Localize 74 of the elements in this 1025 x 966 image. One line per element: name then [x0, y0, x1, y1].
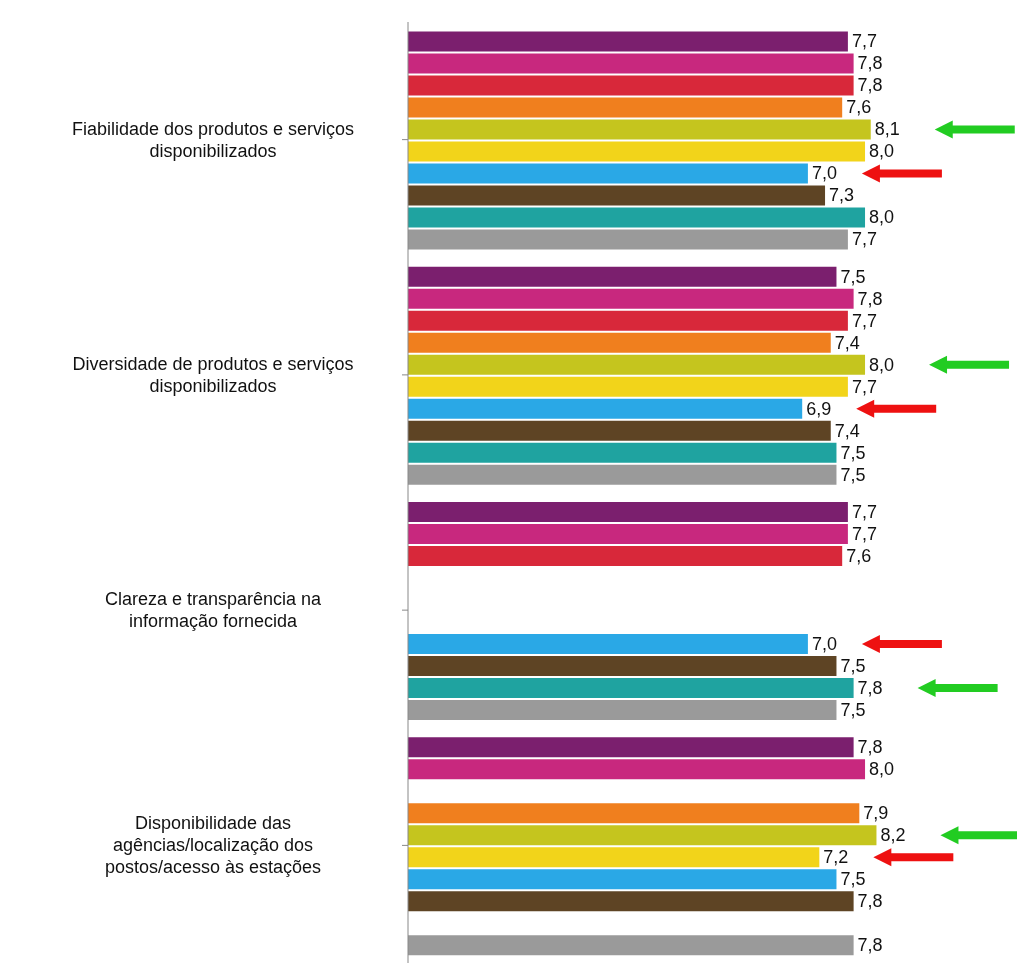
data-label: 7,7	[851, 376, 877, 397]
bar	[408, 825, 877, 846]
data-label: 7,8	[857, 891, 883, 912]
bar	[408, 464, 837, 485]
data-label: 7,5	[840, 464, 866, 485]
data-label: 7,7	[851, 31, 877, 52]
data-label: 7,5	[840, 869, 866, 890]
bar	[408, 53, 854, 74]
y-tick-label: Diversidade de produtos e serviços disponibilizados	[72, 353, 354, 396]
data-label: 7,0	[811, 633, 837, 654]
y-tick-label: Disponibilidade das agências/localização dos postos/acesso às estações	[104, 813, 322, 878]
data-label: 7,2	[823, 847, 849, 868]
bar	[408, 75, 854, 96]
bar	[408, 288, 854, 309]
data-label: 7,8	[857, 737, 883, 758]
data-label: 7,5	[840, 699, 866, 720]
bar	[408, 376, 848, 397]
data-label: 7,7	[851, 523, 877, 544]
bar	[408, 185, 826, 206]
data-label: 7,4	[834, 420, 860, 441]
bar	[408, 266, 837, 287]
bar	[408, 332, 831, 353]
data-label: 6,9	[806, 398, 832, 419]
bar	[408, 229, 848, 250]
bar	[408, 31, 848, 52]
bar	[408, 869, 837, 890]
bar	[408, 398, 803, 419]
bar	[408, 442, 837, 463]
data-label: 8,0	[869, 141, 895, 162]
data-label: 7,6	[846, 97, 872, 118]
bar	[408, 803, 860, 824]
bar	[408, 891, 854, 912]
bar	[408, 207, 866, 228]
data-label: 8,0	[869, 207, 895, 228]
bar	[408, 141, 866, 162]
data-label: 7,5	[840, 442, 866, 463]
bar	[408, 119, 871, 140]
bar	[408, 354, 866, 375]
data-label: 7,4	[834, 332, 860, 353]
bar	[408, 310, 848, 331]
bar	[408, 163, 808, 184]
data-label: 7,8	[857, 677, 883, 698]
data-label: 7,8	[857, 75, 883, 96]
bar	[408, 97, 843, 118]
data-label: 8,0	[869, 759, 895, 780]
bar	[408, 759, 866, 780]
y-tick-label: Clareza e transparência na informação fornecida	[104, 589, 323, 632]
data-label: 8,1	[874, 119, 900, 140]
data-label: 7,3	[829, 185, 855, 206]
data-label: 7,5	[840, 266, 866, 287]
bar	[408, 677, 854, 698]
data-label: 7,0	[811, 163, 837, 184]
data-label: 7,7	[851, 501, 877, 522]
data-label: 7,8	[857, 53, 883, 74]
data-label: 7,5	[840, 655, 866, 676]
data-label: 7,8	[857, 288, 883, 309]
bar	[408, 935, 854, 956]
data-label: 7,7	[851, 310, 877, 331]
data-label: 7,6	[846, 545, 872, 566]
bar	[408, 523, 848, 544]
data-label: 7,7	[851, 229, 877, 250]
bar	[408, 847, 820, 868]
y-tick-label: Fiabilidade dos produtos e serviços disponibilizados	[71, 118, 355, 161]
data-label: 7,8	[857, 935, 883, 956]
data-label: 7,9	[863, 803, 889, 824]
data-label: 8,2	[880, 825, 906, 846]
data-label: 8,0	[869, 354, 895, 375]
bar	[408, 699, 837, 720]
bar	[408, 633, 808, 654]
bar	[408, 501, 848, 522]
bar	[408, 545, 843, 566]
bar	[408, 420, 831, 441]
bar	[408, 737, 854, 758]
bar	[408, 655, 837, 676]
